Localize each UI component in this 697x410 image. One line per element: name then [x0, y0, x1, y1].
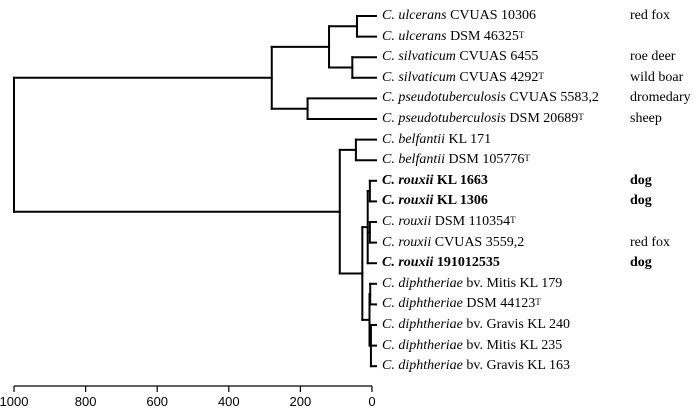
type-strain-marker: T — [538, 70, 544, 81]
species-name: C. pseudotuberculosis — [382, 90, 506, 106]
leaf-label: C. belfantii DSM 105776T — [382, 152, 530, 168]
strain-name: bv. Mitis KL 235 — [466, 337, 563, 353]
leaf-label: C. rouxii KL 1663 — [382, 173, 488, 189]
species-name: C. diphtheriae — [382, 337, 463, 353]
host-label: red fox — [630, 8, 671, 23]
species-name: C. pseudotuberculosis — [382, 111, 506, 126]
strain-name: bv. Gravis KL 163 — [466, 358, 570, 374]
leaf-label: C. belfantii KL 171 — [382, 132, 491, 148]
species-name: C. rouxii — [382, 193, 434, 209]
species-name: C. belfantii — [382, 152, 445, 168]
axis-tick-label: 800 — [75, 394, 97, 409]
axis-tick-label: 200 — [290, 394, 312, 409]
host-label: dog — [630, 193, 652, 209]
type-strain-marker: T — [524, 153, 530, 164]
species-name: C. diphtheriae — [382, 358, 463, 374]
species-name: C. ulcerans — [382, 28, 447, 44]
strain-name: DSM 20689 — [509, 111, 579, 126]
strain-name: DSM 44123 — [466, 296, 536, 312]
leaf-label: C. rouxii KL 1306 — [382, 193, 488, 209]
leaf-label: C. rouxii DSM 110354T — [382, 214, 516, 230]
species-name: C. belfantii — [382, 131, 445, 147]
leaf-label: C. pseudotuberculosis CVUAS 5583,2 — [382, 90, 599, 106]
strain-name: 191012535 — [436, 255, 500, 271]
species-name: C. silvaticum — [382, 69, 456, 85]
host-label: dog — [630, 172, 652, 188]
strain-name: DSM 110354 — [434, 214, 511, 229]
strain-name: CVUAS 6455 — [459, 49, 539, 65]
strain-name: bv. Gravis KL 240 — [466, 317, 570, 332]
type-strain-marker: T — [518, 29, 525, 40]
axis-tick-label: 600 — [146, 394, 168, 409]
strain-name: CVUAS 3559,2 — [434, 234, 525, 250]
axis-tick-label: 400 — [218, 394, 240, 409]
leaf-label: C. diphtheriae bv. Gravis KL 163 — [382, 358, 570, 374]
host-label: roe deer — [630, 49, 676, 65]
type-strain-marker: T — [510, 215, 516, 225]
species-name: C. diphtheriae — [382, 275, 463, 291]
host-label: sheep — [630, 111, 662, 126]
host-label: dog — [630, 255, 652, 271]
leaf-label: C. diphtheriae bv. Mitis KL 235 — [382, 338, 562, 354]
species-name: C. rouxii — [382, 214, 432, 229]
host-label: wild boar — [630, 69, 684, 85]
distance-axis: 1000 800 600 400 200 0 — [0, 385, 376, 409]
strain-name: CVUAS 4292 — [459, 69, 539, 85]
species-name: C. rouxii — [382, 234, 432, 250]
strain-name: CVUAS 10306 — [450, 8, 537, 23]
leaf-label: C. diphtheriae DSM 44123T — [382, 296, 541, 312]
strain-name: DSM 46325 — [450, 28, 519, 44]
leaf-label: C. silvaticum CVUAS 6455 — [382, 49, 538, 65]
strain-name: KL 1306 — [436, 193, 488, 209]
species-name: C. silvaticum — [382, 49, 456, 65]
leaf-label: C. diphtheriae bv. Gravis KL 240 — [382, 317, 570, 333]
dendrogram-branches — [13, 15, 377, 368]
species-name: C. ulcerans — [382, 8, 447, 23]
strain-name: bv. Mitis KL 179 — [466, 275, 563, 291]
leaf-label: C. ulcerans DSM 46325T — [382, 29, 524, 45]
species-name: C. rouxii — [382, 255, 434, 271]
leaf-label: C. rouxii 191012535 — [382, 255, 500, 271]
leaf-label: C. ulcerans CVUAS 10306 — [382, 8, 536, 24]
host-label: dromedary — [630, 90, 691, 106]
leaf-label: C. pseudotuberculosis DSM 20689T — [382, 111, 584, 127]
host-label: red fox — [630, 234, 671, 250]
leaf-label: C. diphtheriae bv. Mitis KL 179 — [382, 276, 562, 292]
strain-name: KL 171 — [448, 131, 492, 147]
species-name: C. diphtheriae — [382, 317, 463, 332]
axis-tick-label: 1000 — [0, 394, 28, 409]
strain-name: KL 1663 — [436, 172, 488, 188]
type-strain-marker: T — [578, 112, 584, 122]
type-strain-marker: T — [535, 297, 541, 308]
strain-name: CVUAS 5583,2 — [509, 90, 599, 106]
leaf-label: C. rouxii CVUAS 3559,2 — [382, 235, 524, 251]
axis-tick-label: 0 — [368, 394, 375, 409]
species-name: C. rouxii — [382, 172, 434, 188]
species-name: C. diphtheriae — [382, 296, 463, 312]
strain-name: DSM 105776 — [448, 152, 525, 168]
leaf-label: C. silvaticum CVUAS 4292T — [382, 70, 544, 86]
